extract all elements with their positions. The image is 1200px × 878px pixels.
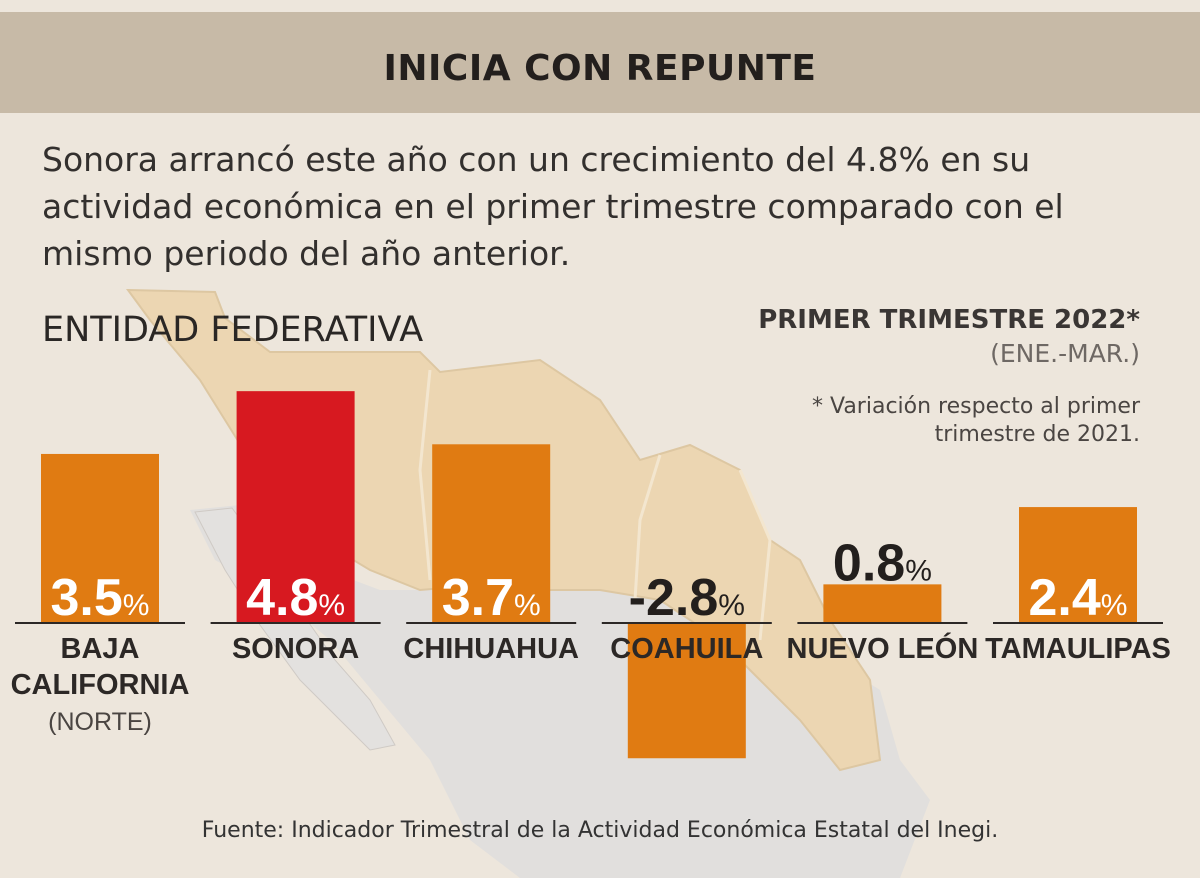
category-label-2: CHIHUAHUA bbox=[403, 633, 579, 665]
category-label-4: NUEVO LEÓN bbox=[787, 631, 979, 665]
source-note: Fuente: Indicador Trimestral de la Activ… bbox=[0, 818, 1200, 843]
value-label-4: 0.8% bbox=[833, 534, 932, 592]
category-note-0: (NORTE) bbox=[48, 708, 152, 736]
category-label-3: COAHUILA bbox=[610, 633, 763, 665]
category-label-0-1: CALIFORNIA bbox=[11, 669, 190, 701]
category-label-0-0: BAJA bbox=[61, 633, 140, 665]
category-label-1: SONORA bbox=[232, 633, 359, 665]
category-label-5: TAMAULIPAS bbox=[985, 633, 1171, 665]
value-label-3: -2.8% bbox=[629, 569, 745, 627]
